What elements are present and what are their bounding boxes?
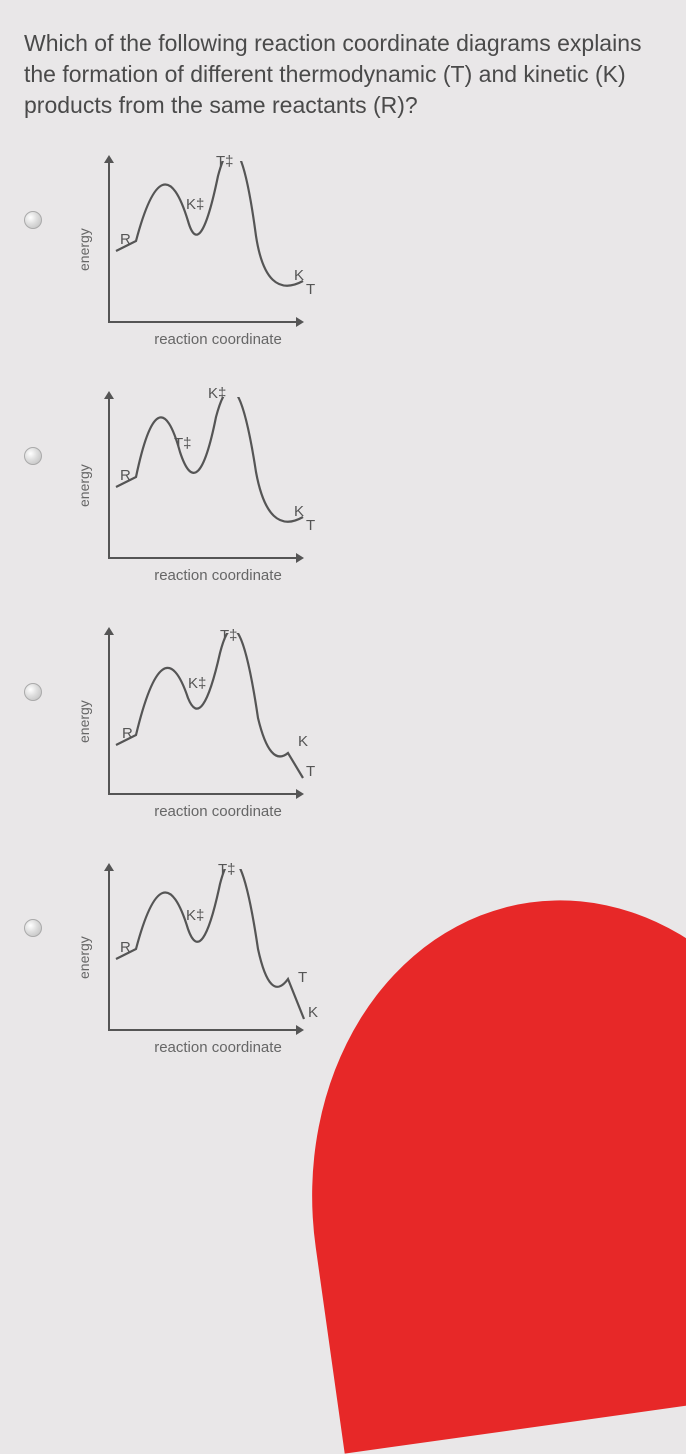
curve-label: R bbox=[120, 231, 131, 248]
curve-label: T bbox=[306, 517, 315, 534]
x-axis-label: reaction coordinate bbox=[148, 803, 288, 820]
radio-option-4[interactable] bbox=[24, 919, 42, 937]
y-axis-label: energy bbox=[76, 464, 92, 507]
energy-curve bbox=[108, 869, 308, 1034]
curve-label: K‡ bbox=[186, 196, 204, 213]
curve-label: K bbox=[294, 503, 304, 520]
curve-label: R bbox=[120, 467, 131, 484]
curve-label: R bbox=[120, 939, 131, 956]
diagram-1: energy reaction coordinate T‡ K‡ R KT bbox=[68, 151, 328, 361]
curve-label: R bbox=[122, 725, 133, 742]
diagram-2: energy reaction coordinate K‡ T‡ R KT bbox=[68, 387, 328, 597]
option-row: energy reaction coordinate K‡ T‡ R KT bbox=[24, 387, 662, 597]
curve-label: T bbox=[306, 763, 315, 780]
radio-option-2[interactable] bbox=[24, 447, 42, 465]
x-axis-label: reaction coordinate bbox=[148, 567, 288, 584]
curve-label: T‡ bbox=[218, 861, 236, 878]
radio-option-1[interactable] bbox=[24, 211, 42, 229]
energy-curve bbox=[108, 633, 308, 798]
question-text: Which of the following reaction coordina… bbox=[24, 28, 662, 121]
diagram-3: energy reaction coordinate T‡ K‡ R KT bbox=[68, 623, 328, 833]
curve-label: T‡ bbox=[174, 435, 192, 452]
curve-label: T‡ bbox=[220, 627, 238, 644]
diagram-4: energy reaction coordinate T‡ K‡ R T K bbox=[68, 859, 328, 1069]
energy-curve bbox=[108, 161, 308, 326]
curve-label: K bbox=[298, 733, 308, 750]
curve-label: K‡ bbox=[188, 675, 206, 692]
option-row: energy reaction coordinate T‡ K‡ R KT bbox=[24, 151, 662, 361]
curve-label: T bbox=[298, 969, 307, 986]
x-axis-label: reaction coordinate bbox=[148, 1039, 288, 1056]
y-axis-label: energy bbox=[76, 936, 92, 979]
curve-label: K‡ bbox=[208, 385, 226, 402]
curve-label: K‡ bbox=[186, 907, 204, 924]
curve-label: K bbox=[294, 267, 304, 284]
radio-option-3[interactable] bbox=[24, 683, 42, 701]
curve-label: K bbox=[308, 1004, 318, 1021]
y-axis-label: energy bbox=[76, 700, 92, 743]
curve-label: T bbox=[306, 281, 315, 298]
y-axis-label: energy bbox=[76, 228, 92, 271]
energy-curve bbox=[108, 397, 308, 562]
option-row: energy reaction coordinate T‡ K‡ R KT bbox=[24, 623, 662, 833]
curve-label: T‡ bbox=[216, 153, 234, 170]
x-axis-label: reaction coordinate bbox=[148, 331, 288, 348]
